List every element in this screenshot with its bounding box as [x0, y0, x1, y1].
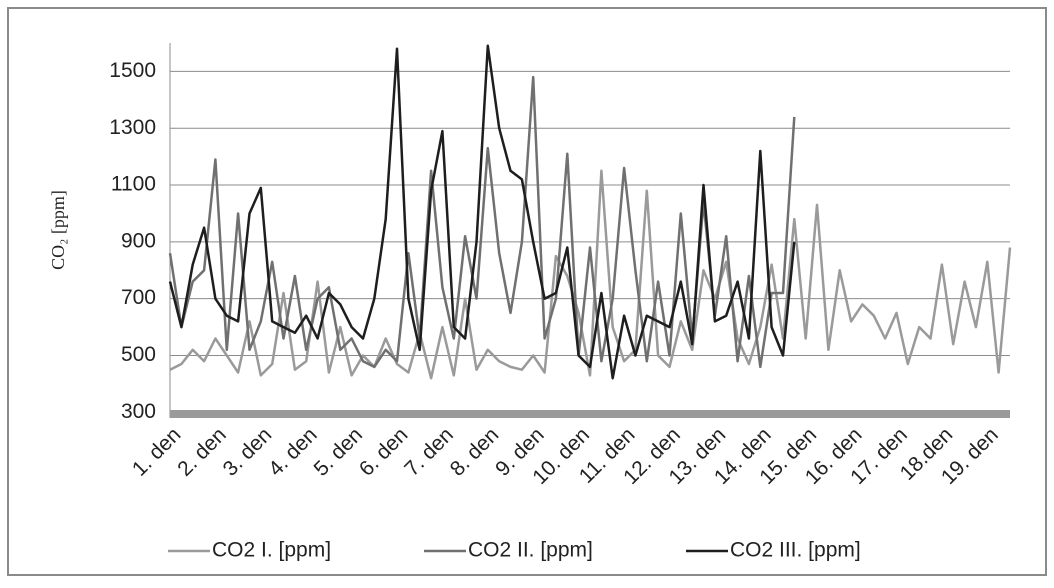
y-axis-label: CO₂ [ppm]	[48, 190, 68, 270]
chart-frame	[7, 7, 1047, 576]
x-axis-band	[170, 410, 1010, 418]
y-tick-label: 1500	[109, 59, 156, 82]
y-tick-label: 500	[121, 343, 156, 366]
series-line	[168, 75, 796, 369]
y-tick-label: 1100	[111, 173, 156, 196]
legend-label: CO2 III. [ppm]	[730, 539, 861, 562]
y-tick-label: 1300	[109, 116, 156, 139]
y-tick-label: 700	[121, 286, 156, 309]
legend-label: CO2 I. [ppm]	[212, 539, 331, 562]
y-tick-label: 900	[121, 229, 156, 252]
y-tick-label: 300	[121, 400, 156, 423]
series-line	[168, 44, 796, 380]
legend-label: CO2 II. [ppm]	[468, 539, 593, 562]
